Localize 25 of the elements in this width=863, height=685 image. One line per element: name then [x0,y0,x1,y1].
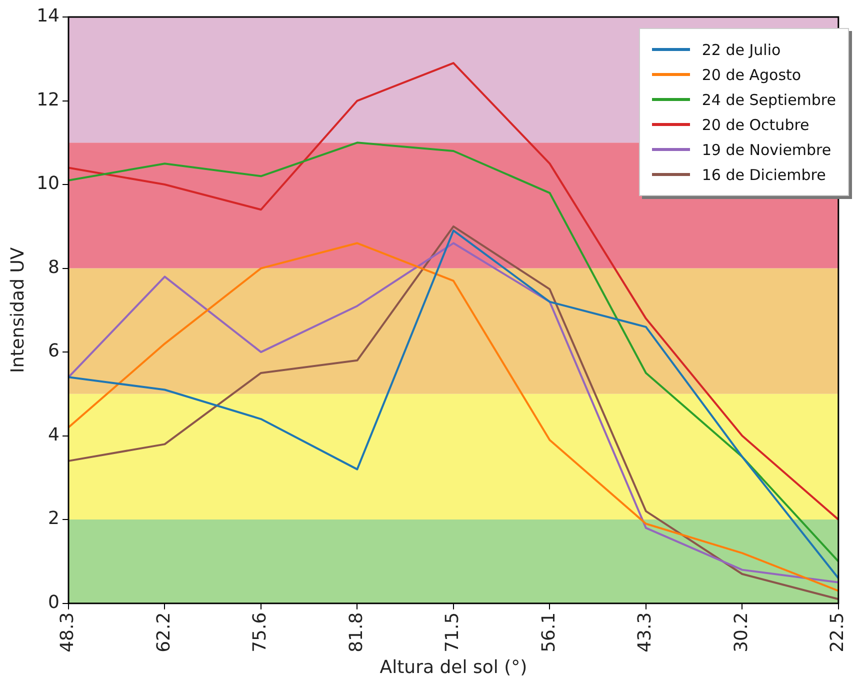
legend-label: 20 de Agosto [702,66,802,84]
y-axis-title: Intensidad UV [7,246,28,374]
y-tick-label: 12 [36,89,60,110]
x-tick-label: 71.5 [442,612,464,652]
y-tick-label: 6 [48,340,60,362]
y-tick-label: 8 [48,256,60,278]
legend-label: 24 de Septiembre [702,90,836,108]
x-tick-label: 30.2 [730,612,752,652]
legend-label: 22 de Julio [702,40,781,58]
x-tick-label: 43.3 [634,612,656,652]
y-tick-label: 0 [48,592,60,613]
legend-label: 19 de Noviembre [702,140,832,158]
x-tick-label: 22.5 [827,612,848,652]
x-axis-title: Altura del sol (°) [380,656,528,678]
y-tick-label: 2 [48,508,60,530]
x-tick-label: 62.2 [153,612,174,652]
y-tick-label: 4 [48,424,60,446]
legend-label: 16 de Diciembre [702,166,826,184]
legend-label: 20 de Octubre [702,116,810,134]
x-tick-label: 48.3 [57,612,78,652]
x-tick-label: 56.1 [538,612,560,652]
x-tick-label: 81.8 [346,612,367,652]
x-tick-label: 75.6 [250,612,271,652]
y-tick-label: 10 [36,173,60,194]
y-tick-label: 14 [36,6,60,27]
